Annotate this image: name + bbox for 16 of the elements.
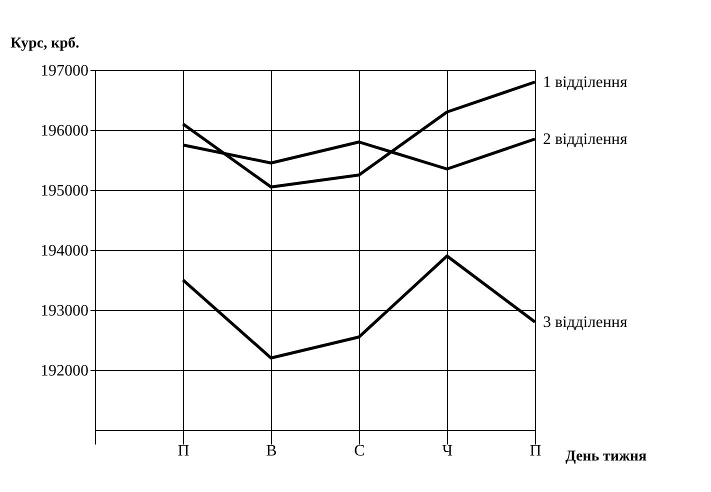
series-label: 1 відділення (543, 74, 628, 91)
y-tick-label: 195000 (40, 182, 88, 200)
x-tick-label: П (530, 442, 542, 460)
x-tick-label: В (266, 442, 277, 460)
y-tick-label: 197000 (40, 62, 88, 80)
y-tick-label: 193000 (40, 302, 88, 320)
x-tick-label: П (178, 442, 190, 460)
x-axis-title: День тижня (566, 448, 647, 464)
series-label: 3 відділення (543, 314, 628, 331)
x-tick-label: Ч (442, 442, 453, 460)
y-axis-title: Курс, крб. (10, 36, 80, 52)
series-label: 2 відділення (543, 131, 628, 148)
y-tick-label: 194000 (40, 242, 88, 260)
y-tick-label: 192000 (40, 362, 88, 380)
x-tick-label: С (354, 442, 365, 460)
y-tick-label: 196000 (40, 122, 88, 140)
